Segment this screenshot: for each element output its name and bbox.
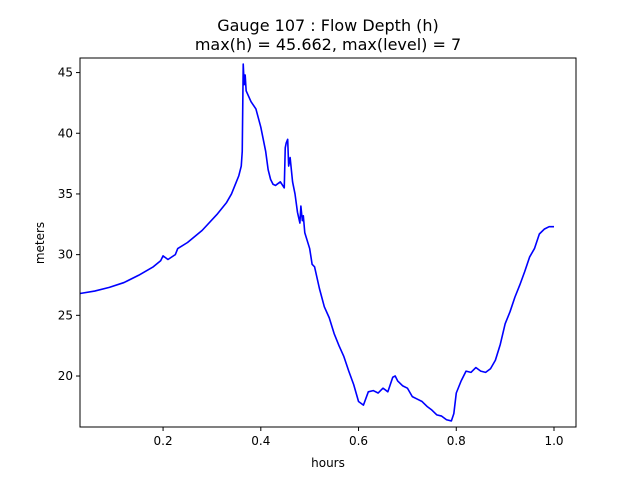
y-tick-label: 40 bbox=[58, 126, 73, 140]
plot-area-frame bbox=[79, 57, 577, 428]
x-axis-label: hours bbox=[311, 456, 345, 470]
x-tick-label: 0.4 bbox=[251, 434, 270, 448]
x-tick-label: 0.6 bbox=[349, 434, 368, 448]
y-axis-ticks: 20 25 30 35 40 45 bbox=[58, 66, 80, 383]
x-axis-ticks: 0.2 0.4 0.6 0.8 1.0 bbox=[154, 427, 564, 448]
y-tick-label: 45 bbox=[58, 66, 73, 80]
x-tick-label: 1.0 bbox=[544, 434, 563, 448]
chart-title: Gauge 107 : Flow Depth (h) bbox=[217, 16, 439, 35]
x-tick-label: 0.8 bbox=[447, 434, 466, 448]
y-tick-label: 35 bbox=[58, 187, 73, 201]
y-tick-label: 30 bbox=[58, 248, 73, 262]
series-line-flow-depth bbox=[79, 63, 555, 422]
chart-subtitle: max(h) = 45.662, max(level) = 7 bbox=[195, 35, 461, 54]
y-tick-label: 25 bbox=[58, 308, 73, 322]
y-tick-label: 20 bbox=[58, 369, 73, 383]
y-axis-label: meters bbox=[33, 222, 47, 264]
x-tick-label: 0.2 bbox=[154, 434, 173, 448]
